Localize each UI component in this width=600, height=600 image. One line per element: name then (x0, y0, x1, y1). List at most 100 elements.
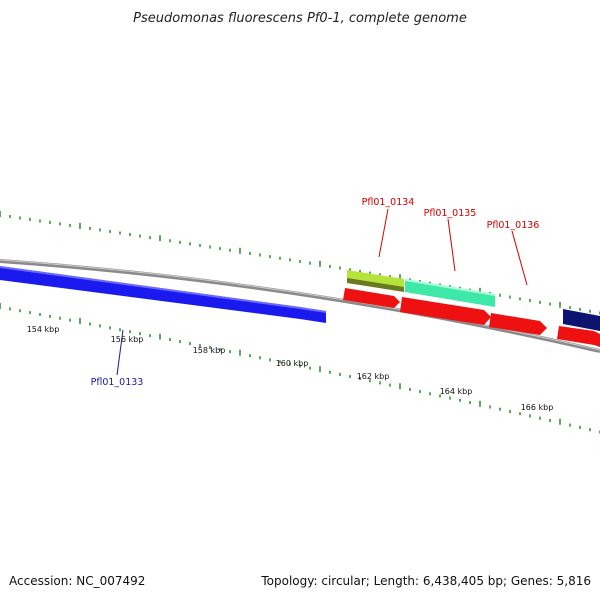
minor-tick (129, 330, 131, 334)
minor-tick (549, 419, 551, 423)
minor-tick (539, 300, 541, 304)
minor-tick (309, 366, 311, 370)
major-tick (79, 318, 81, 325)
minor-tick (259, 356, 261, 360)
minor-tick (269, 255, 271, 259)
minor-tick (39, 312, 41, 316)
minor-tick (209, 346, 211, 350)
minor-tick (49, 314, 51, 318)
gene-label-pfl01-0136[interactable]: Pfl01_0136 (487, 220, 540, 231)
minor-tick (569, 423, 571, 427)
inner-tick-ring (0, 303, 600, 434)
minor-tick (369, 379, 371, 383)
minor-tick (469, 401, 471, 405)
minor-tick (19, 309, 21, 313)
minor-tick (149, 236, 151, 240)
major-tick (159, 333, 161, 340)
minor-tick (289, 362, 291, 366)
minor-tick (509, 295, 511, 299)
minor-tick (489, 405, 491, 409)
minor-tick (59, 316, 61, 320)
label-line-pfl01-0135 (447, 218, 456, 272)
minor-tick (529, 299, 531, 303)
minor-tick (359, 269, 361, 273)
major-tick (159, 235, 161, 242)
gene-label-pfl01-0135[interactable]: Pfl01_0135 (424, 208, 477, 219)
minor-tick (69, 318, 71, 322)
minor-tick (589, 428, 591, 432)
minor-tick (349, 268, 351, 272)
minor-tick (369, 271, 371, 275)
minor-tick (359, 377, 361, 381)
minor-tick (109, 326, 111, 330)
gene-feature-navy[interactable] (563, 309, 600, 331)
label-line-pfl01-0134 (378, 208, 389, 258)
major-tick (559, 418, 561, 425)
gene-label-pfl01-0133[interactable]: Pfl01_0133 (91, 377, 144, 388)
gene-feature-red-4[interactable] (557, 326, 600, 347)
minor-tick (59, 222, 61, 226)
minor-tick (309, 261, 311, 265)
minor-tick (189, 242, 191, 246)
minor-tick (199, 243, 201, 247)
tick-label: 164 kbp (440, 387, 473, 396)
minor-tick (379, 273, 381, 277)
minor-tick (579, 425, 581, 429)
minor-tick (189, 342, 191, 346)
minor-tick (219, 247, 221, 251)
minor-tick (509, 409, 511, 413)
minor-tick (29, 311, 31, 315)
major-tick (399, 274, 401, 281)
genome-backbone (0, 259, 600, 353)
minor-tick (429, 392, 431, 396)
gene-feature-red-2[interactable] (400, 297, 491, 325)
minor-tick (269, 358, 271, 362)
minor-tick (589, 309, 591, 313)
gene-feature-red-3[interactable] (489, 313, 547, 335)
label-line-pfl01-0136 (511, 230, 528, 286)
gene-feature-blue-long[interactable] (0, 266, 326, 323)
major-tick (479, 287, 481, 294)
minor-tick (409, 278, 411, 282)
gene-feature-red-1[interactable] (343, 288, 400, 308)
minor-tick (329, 370, 331, 374)
minor-tick (299, 260, 301, 263)
minor-tick (29, 217, 31, 221)
minor-tick (139, 332, 141, 336)
minor-tick (19, 216, 21, 220)
minor-tick (379, 381, 381, 385)
minor-tick (449, 396, 451, 400)
gene-feature-blue-long-highlight (0, 266, 326, 313)
minor-tick (9, 214, 11, 218)
label-line-pfl01-0133 (116, 329, 124, 376)
major-tick (0, 211, 1, 217)
gene-feature-pfl01-0135[interactable] (405, 279, 495, 307)
minor-tick (99, 228, 101, 232)
major-tick (479, 400, 481, 407)
gene-feature-pfl01-0135-highlight (405, 279, 495, 296)
tick-label: 158 kbp (193, 346, 226, 355)
minor-tick (9, 307, 11, 311)
minor-tick (329, 264, 331, 268)
minor-tick (459, 398, 461, 402)
minor-tick (549, 302, 551, 306)
major-tick (319, 366, 321, 373)
minor-tick (199, 344, 201, 348)
minor-tick (169, 239, 171, 243)
gene-feature-pfl01-0134-shade (347, 278, 404, 292)
minor-tick (389, 274, 391, 278)
minor-tick (339, 266, 341, 270)
minor-tick (89, 322, 91, 326)
gene-label-pfl01-0134[interactable]: Pfl01_0134 (362, 197, 415, 208)
major-tick (239, 349, 241, 356)
minor-tick (409, 387, 411, 391)
minor-tick (49, 220, 51, 224)
minor-tick (129, 233, 131, 237)
genome-backbone-highlight (0, 259, 600, 351)
major-tick (399, 383, 401, 390)
minor-tick (209, 245, 211, 249)
minor-tick (539, 416, 541, 420)
minor-tick (99, 324, 101, 328)
minor-tick (69, 223, 71, 227)
